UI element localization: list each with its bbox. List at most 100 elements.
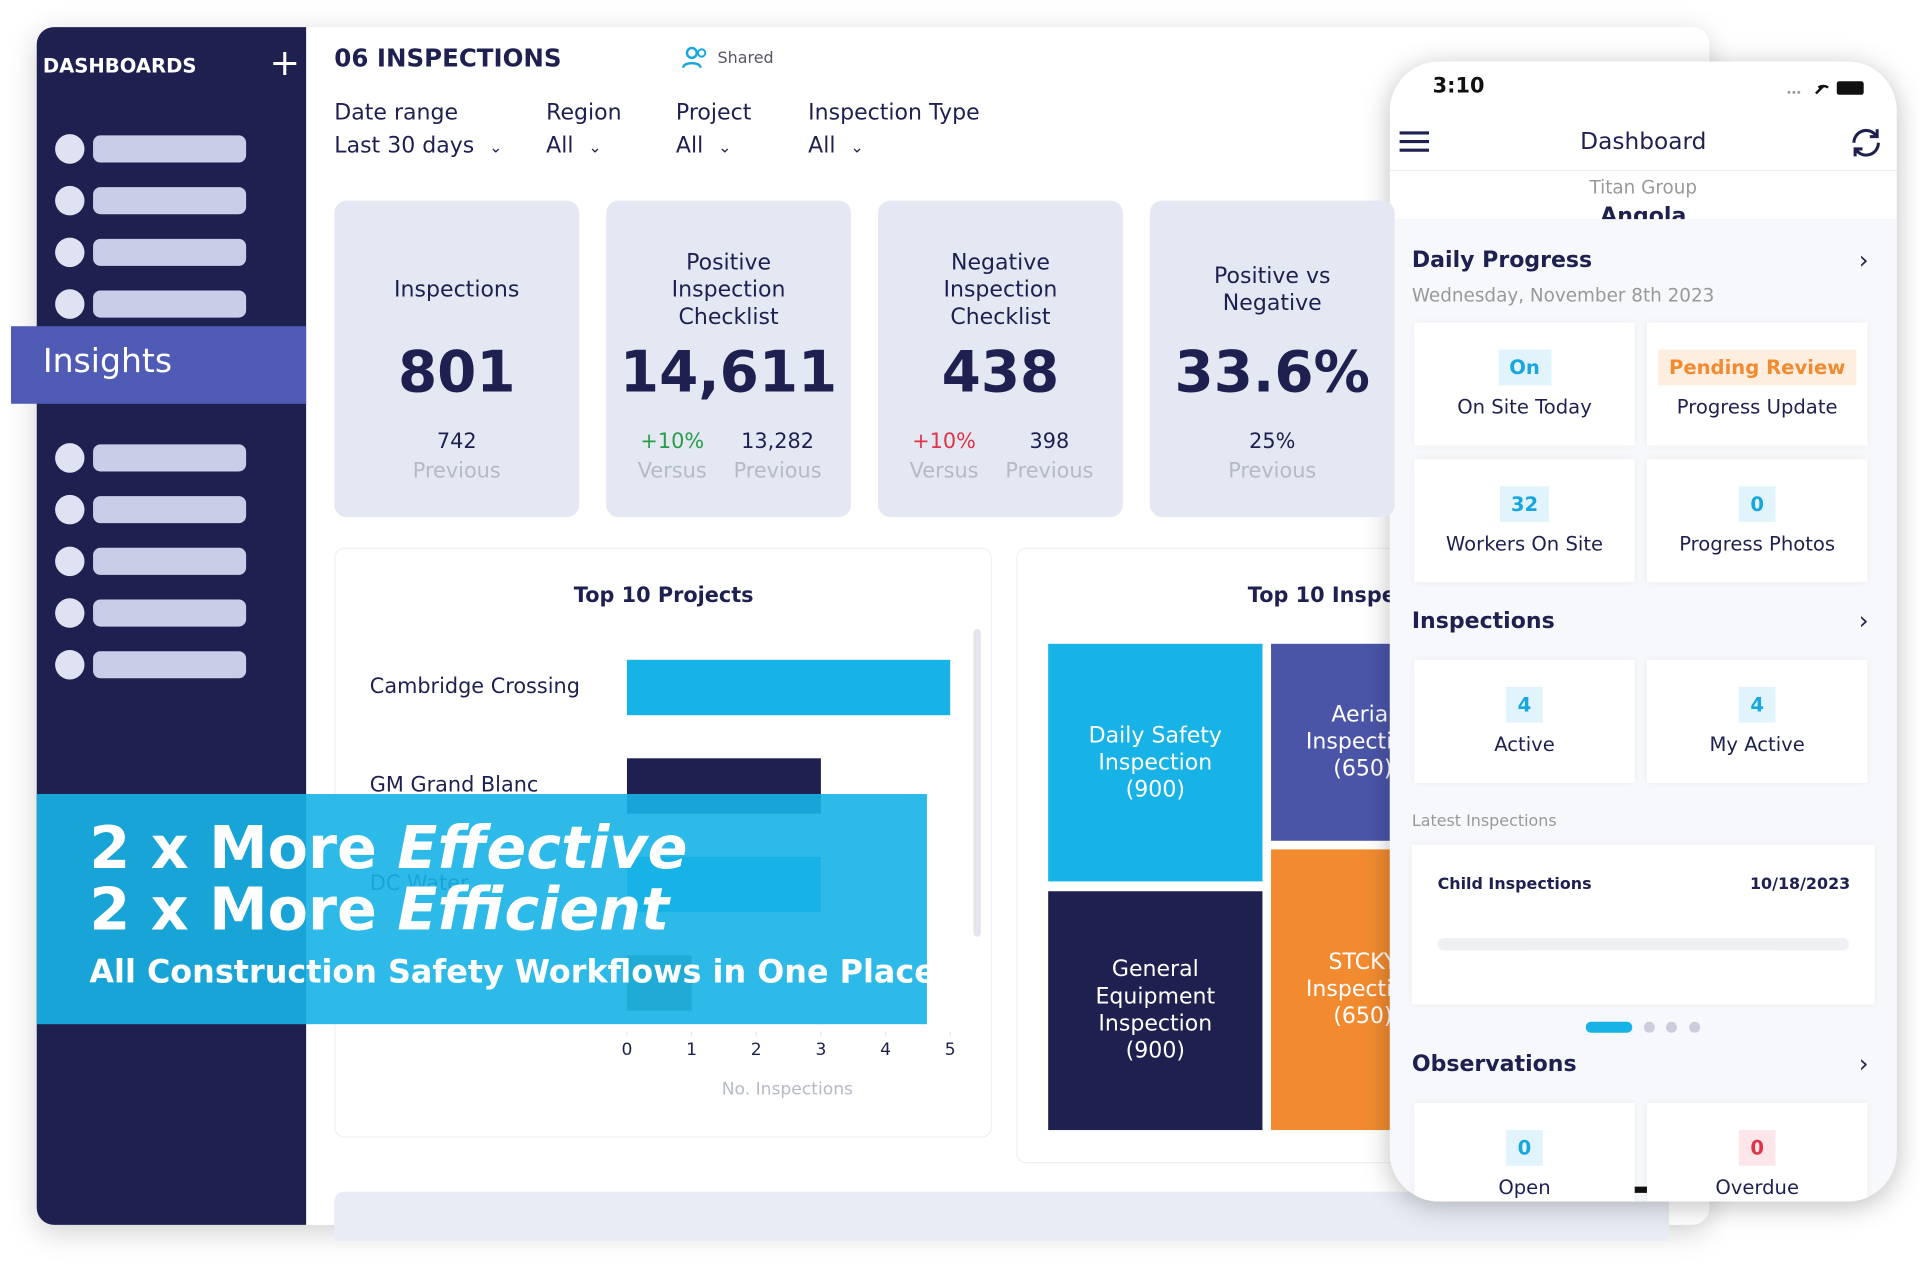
nav-placeholder[interactable]	[93, 496, 247, 524]
cell-label: General Equipment Inspection	[1095, 956, 1216, 1037]
x-tick-label: 2	[751, 1040, 762, 1060]
section-title: Daily Progress	[1411, 247, 1593, 274]
add-button[interactable]: +	[269, 41, 301, 85]
nav-placeholder[interactable]	[93, 651, 247, 679]
refresh-icon[interactable]	[1848, 126, 1885, 160]
dropdown-caret[interactable]: ⌄	[845, 139, 864, 158]
x-tick-label: 5	[945, 1040, 956, 1060]
section-title: Inspections	[1411, 608, 1555, 634]
treemap-cell[interactable]: General Equipment Inspection (900)	[1048, 891, 1263, 1131]
nav-label: Insights	[42, 342, 173, 381]
filter-value[interactable]: All ⌄	[675, 132, 732, 159]
placeholder	[1437, 938, 1849, 951]
menu-icon[interactable]	[1398, 129, 1430, 154]
chevron[interactable]: ›	[1858, 244, 1869, 275]
tagline: All Construction Safety Workflows in One…	[89, 954, 936, 991]
dropdown-caret[interactable]: ⌄	[713, 139, 732, 158]
nav-placeholder[interactable]	[93, 290, 247, 318]
kpi-card: Negative Inspection Checklist 438 +10% Vers…	[877, 200, 1123, 518]
kpi-value: 438	[941, 338, 1060, 405]
headline: 2 x More Effective	[89, 814, 687, 883]
kpi-title: Inspections	[394, 276, 520, 303]
nav-dot[interactable]	[55, 289, 85, 319]
nav-placeholder[interactable]	[93, 547, 247, 575]
badge: Pending Review	[1657, 349, 1857, 386]
nav-dot[interactable]	[55, 443, 85, 473]
status-icons	[1787, 81, 1864, 95]
kpi-change-label: Versus	[637, 459, 707, 484]
tile-label: Overdue	[1715, 1175, 1800, 1199]
home-indicator	[1548, 1186, 1736, 1193]
kpi-previous: 398	[1029, 429, 1070, 455]
page-title: 06 INSPECTIONS	[334, 43, 562, 73]
tile-label: Progress Update	[1676, 395, 1838, 419]
dropdown-caret[interactable]: ⌄	[583, 139, 602, 158]
cell-count: (650)	[1333, 1003, 1393, 1030]
nav-placeholder[interactable]	[93, 187, 247, 215]
divider	[1389, 169, 1897, 172]
scrollbar[interactable]	[973, 629, 981, 937]
kpi-previous-label: Previous	[733, 459, 822, 484]
nav-dot[interactable]	[55, 494, 85, 525]
kpi-card: Inspections 801 742 Previous	[334, 200, 580, 518]
nav-dot[interactable]	[55, 649, 85, 680]
headline: 2 x More Efficient	[89, 875, 669, 944]
nav-dot[interactable]	[55, 237, 85, 268]
nav-dot[interactable]	[55, 134, 85, 164]
kpi-card: Positive Inspection Checklist 14,611 +10% V…	[606, 200, 852, 518]
nav-dot[interactable]	[55, 546, 85, 577]
kpi-change: +10%	[640, 429, 705, 455]
filter-value[interactable]: All ⌄	[546, 132, 602, 159]
sidebar: DASHBOARDS +	[36, 27, 307, 1225]
cell-count: (650)	[1333, 755, 1393, 782]
filter-value[interactable]: All ⌄	[808, 132, 864, 159]
phone-tile[interactable]: 0 Overdue	[1646, 1102, 1868, 1202]
phone-tile[interactable]: 0 Progress Photos	[1646, 459, 1868, 583]
headline-emphasis: Effective	[397, 813, 688, 883]
tile-label: My Active	[1709, 732, 1805, 756]
phone-tile[interactable]: On On Site Today	[1414, 322, 1635, 446]
nav-placeholder[interactable]	[93, 238, 247, 266]
kpi-value: 801	[397, 338, 516, 405]
treemap-cell[interactable]: Daily Safety Inspection (900)	[1048, 643, 1263, 882]
date: Wednesday, November 8th 2023	[1411, 284, 1715, 307]
filter-label: Date range	[334, 99, 459, 126]
y-tick-label: Cambridge Crossing	[370, 674, 580, 698]
kpi-value: 33.6%	[1174, 338, 1370, 405]
nav-dot[interactable]	[55, 598, 85, 628]
kpi-previous: 25%	[1249, 429, 1296, 455]
badge: 4	[1739, 686, 1775, 723]
bar	[626, 659, 951, 716]
kpi-title: Negative Inspection Checklist	[943, 249, 1058, 330]
nav-placeholder[interactable]	[93, 444, 247, 472]
active-nav-item[interactable]: Insights	[11, 326, 307, 404]
tile-label: Progress Photos	[1679, 531, 1836, 556]
nav-dot[interactable]	[55, 185, 85, 216]
phone: 3:10 Dashboard Titan Group Angola Daily …	[1389, 61, 1897, 1202]
phone-tile[interactable]: 0 Open	[1414, 1102, 1635, 1202]
kpi-title: Positive Inspection Checklist	[671, 249, 786, 330]
x-tick-label: 3	[815, 1040, 826, 1060]
phone-tile[interactable]: 32 Workers On Site	[1414, 459, 1635, 583]
nav-placeholder[interactable]	[93, 599, 247, 627]
kpi-previous: 13,282	[741, 429, 814, 455]
nav-placeholder[interactable]	[93, 135, 247, 163]
dropdown-caret[interactable]: ⌄	[484, 139, 503, 158]
badge: 0	[1739, 486, 1775, 522]
status-time: 3:10	[1432, 73, 1485, 99]
phone-tile[interactable]: Pending Review Progress Update	[1646, 322, 1868, 446]
headline-text: 2 x More	[89, 813, 377, 883]
latest-title: Latest Inspections	[1411, 812, 1557, 831]
badge: 4	[1506, 686, 1543, 723]
screen-title: Dashboard	[1580, 128, 1707, 156]
filter-value[interactable]: Last 30 days ⌄	[334, 132, 503, 159]
kpi-change: +10%	[912, 429, 976, 455]
latest-card[interactable]: Child Inspections 10/18/2023	[1411, 844, 1875, 1005]
phone-tile[interactable]: 4 My Active	[1646, 659, 1868, 783]
phone-tile[interactable]: 4 Active	[1414, 659, 1635, 783]
chevron[interactable]: ›	[1858, 1048, 1869, 1079]
badge: 0	[1739, 1130, 1775, 1166]
chevron[interactable]: ›	[1858, 605, 1869, 636]
kpi-previous: 742	[436, 429, 477, 455]
shared-icon	[682, 46, 707, 69]
